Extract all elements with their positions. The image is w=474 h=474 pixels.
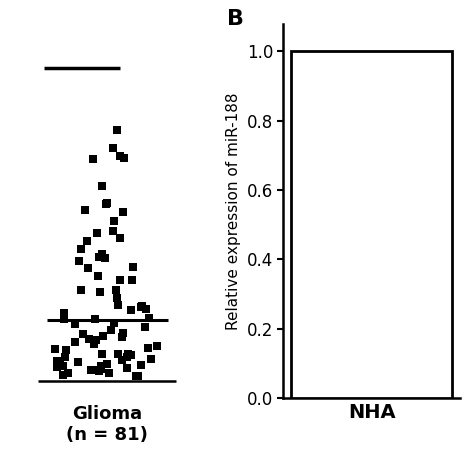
Point (128, 351, 135, 359)
Point (116, 235, 124, 242)
Point (114, 301, 122, 308)
Point (90, 340, 97, 348)
Point (145, 345, 152, 352)
Point (141, 324, 149, 331)
Point (62, 346, 69, 354)
Point (119, 208, 127, 216)
Point (129, 263, 137, 271)
Point (59, 372, 66, 379)
Point (98, 362, 105, 370)
Point (75, 257, 82, 265)
Point (88, 366, 95, 374)
Point (94, 272, 102, 280)
Point (61, 353, 68, 361)
Point (112, 286, 119, 293)
Point (77, 246, 85, 253)
Point (113, 126, 120, 134)
Point (95, 253, 102, 261)
Point (72, 320, 79, 328)
Point (145, 314, 153, 321)
Point (93, 366, 101, 374)
Point (102, 200, 109, 208)
X-axis label: Glioma
(n = 81): Glioma (n = 81) (66, 405, 148, 444)
Point (89, 155, 97, 163)
Point (54, 363, 61, 371)
Point (120, 155, 128, 162)
Point (137, 303, 145, 311)
Point (95, 368, 103, 375)
Point (61, 316, 68, 323)
Point (134, 372, 142, 380)
Point (91, 315, 99, 323)
Point (119, 329, 127, 337)
Y-axis label: Relative expression of miR-188: Relative expression of miR-188 (226, 92, 241, 330)
Point (138, 302, 146, 310)
Text: B: B (227, 9, 244, 29)
Point (96, 288, 104, 296)
Point (110, 217, 118, 225)
Point (108, 326, 115, 334)
Point (53, 357, 61, 365)
Point (123, 365, 130, 372)
Point (113, 294, 121, 302)
Point (84, 264, 92, 272)
Point (98, 182, 105, 189)
Point (79, 330, 86, 337)
Point (114, 350, 122, 358)
Point (98, 350, 106, 358)
Point (106, 369, 113, 377)
Point (56, 358, 64, 365)
Point (59, 362, 66, 369)
Point (101, 254, 109, 262)
Point (83, 237, 91, 245)
Point (147, 356, 155, 363)
Point (93, 229, 101, 237)
Point (128, 276, 136, 284)
Point (77, 286, 84, 293)
Point (118, 356, 125, 364)
Point (124, 350, 132, 358)
Point (110, 319, 118, 327)
Point (128, 306, 135, 313)
Point (85, 336, 93, 343)
Point (118, 333, 126, 341)
Point (154, 342, 161, 350)
Point (109, 227, 117, 234)
Point (103, 360, 111, 368)
Point (74, 358, 82, 365)
Point (99, 250, 106, 258)
Point (82, 207, 89, 214)
Point (142, 305, 149, 313)
Point (109, 145, 117, 152)
Point (54, 360, 61, 368)
Point (116, 153, 124, 160)
Point (52, 346, 59, 353)
Point (60, 310, 68, 317)
Point (132, 372, 139, 380)
Point (116, 276, 124, 284)
Point (97, 365, 105, 373)
Point (64, 369, 72, 376)
Point (137, 361, 145, 368)
Point (103, 199, 110, 207)
Point (123, 353, 130, 361)
Point (71, 338, 79, 346)
Point (99, 332, 107, 340)
Point (92, 337, 100, 344)
